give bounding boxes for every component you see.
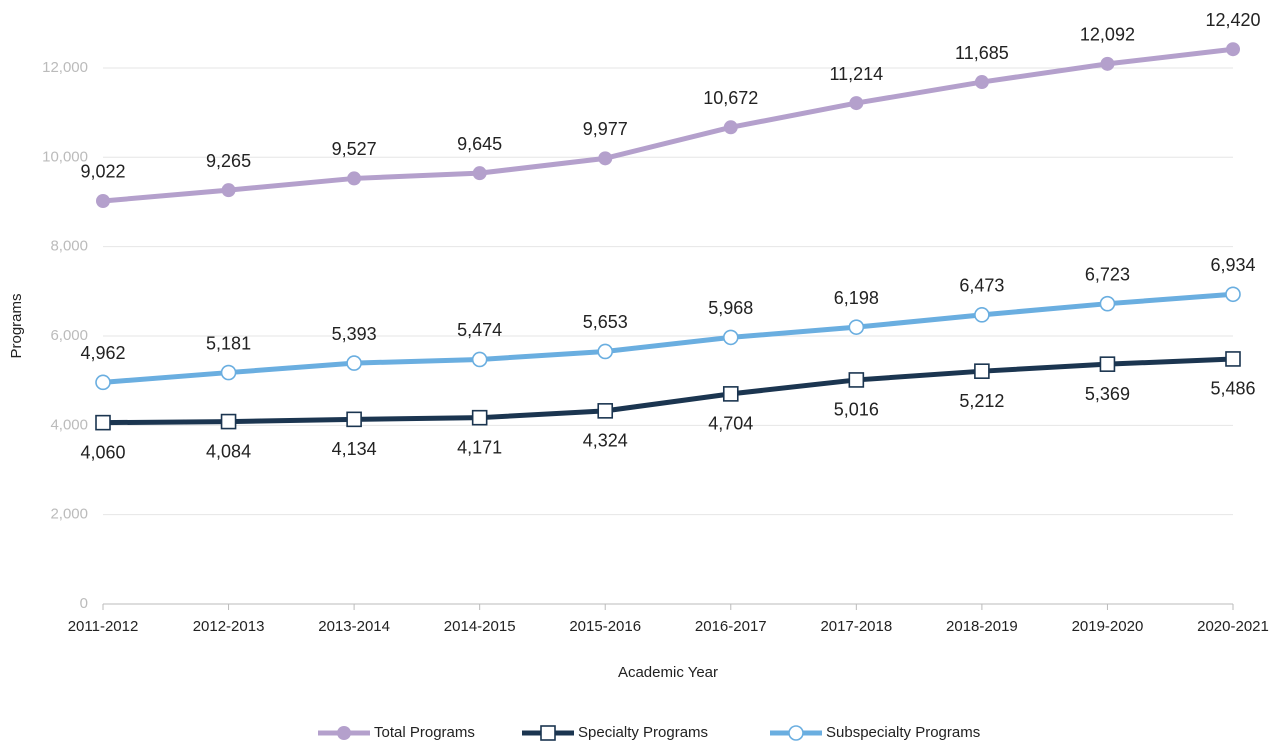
data-label: 11,685 [955,43,1009,63]
data-label: 5,212 [959,391,1004,411]
data-point [974,307,990,323]
x-tick-label: 2019-2020 [1072,618,1144,635]
data-point [974,75,989,90]
data-label: 6,473 [959,276,1004,296]
data-point [95,414,111,431]
data-label: 9,977 [583,119,628,139]
series-line [102,291,1234,385]
x-tick-label: 2012-2013 [193,618,265,635]
x-tick-label: 2018-2019 [946,618,1018,635]
series-line [102,356,1234,426]
data-label: 4,324 [583,431,628,451]
data-point [95,374,111,391]
data-point [974,363,990,379]
data-point [471,409,488,426]
data-point [1100,56,1115,71]
data-label: 12,092 [1080,25,1135,45]
x-tick-label: 2015-2016 [569,618,641,635]
data-label: 4,962 [80,343,125,363]
x-axis-title: Academic Year [618,664,718,681]
data-point [1225,351,1241,367]
data-point [1099,295,1116,312]
data-label: 11,214 [829,64,883,84]
data-label: 6,198 [834,288,879,308]
data-label: 5,393 [332,324,377,344]
y-tick-label: 8,000 [50,238,88,255]
data-label: 9,265 [206,151,251,171]
data-point [1225,286,1241,303]
data-point [849,96,864,111]
data-point [346,411,362,428]
data-label: 10,672 [703,88,758,108]
series-line [102,46,1234,204]
data-label: 5,369 [1085,384,1130,404]
data-label: 4,084 [206,441,251,461]
y-tick-label: 0 [80,595,88,612]
data-label: 4,060 [80,442,125,462]
data-point [597,403,614,419]
data-label: 5,181 [206,333,251,353]
data-point [722,386,739,402]
data-point [347,171,362,186]
data-point [220,364,237,381]
y-tick-label: 12,000 [42,59,88,76]
x-tick-label: 2011-2012 [68,618,139,635]
data-label: 9,527 [332,139,377,159]
y-axis-title: Programs [8,293,25,358]
x-tick-label: 2016-2017 [695,618,767,635]
x-tick-label: 2014-2015 [444,618,516,635]
data-label: 4,704 [708,414,753,434]
data-point [723,120,738,135]
data-point [346,355,362,371]
data-point [848,372,865,388]
data-label: 5,016 [834,400,879,420]
data-point [221,183,236,198]
data-label: 5,474 [457,320,502,340]
legend-label: Total Programs [374,724,475,741]
data-point [220,413,237,430]
data-point [848,319,865,335]
data-point [96,193,110,208]
data-point [471,351,488,368]
y-tick-label: 6,000 [50,327,88,344]
data-label: 5,653 [583,312,628,332]
data-label: 5,486 [1210,379,1255,399]
data-point [472,166,487,181]
data-point [1226,42,1240,57]
legend-marker [337,726,351,740]
x-tick-label: 2020-2021 [1197,618,1269,635]
y-tick-label: 10,000 [42,148,88,165]
legend-label: Specialty Programs [578,724,708,741]
y-tick-label: 4,000 [50,416,88,433]
legend-marker [788,725,804,741]
data-label: 4,134 [332,439,377,459]
data-point [597,343,614,360]
data-label: 6,934 [1210,255,1255,275]
data-point [598,151,613,166]
data-label: 12,420 [1205,10,1260,30]
x-tick-label: 2017-2018 [820,618,892,635]
data-point [1099,356,1116,372]
data-label: 4,171 [457,437,502,457]
data-label: 9,645 [457,134,502,154]
legend-label: Subspecialty Programs [826,724,980,741]
x-tick-label: 2013-2014 [318,618,390,635]
y-tick-label: 2,000 [50,506,88,523]
data-label: 5,968 [708,298,753,318]
data-point [722,329,739,346]
data-label: 9,022 [80,162,125,182]
legend-marker [540,725,556,741]
data-label: 6,723 [1085,264,1130,284]
